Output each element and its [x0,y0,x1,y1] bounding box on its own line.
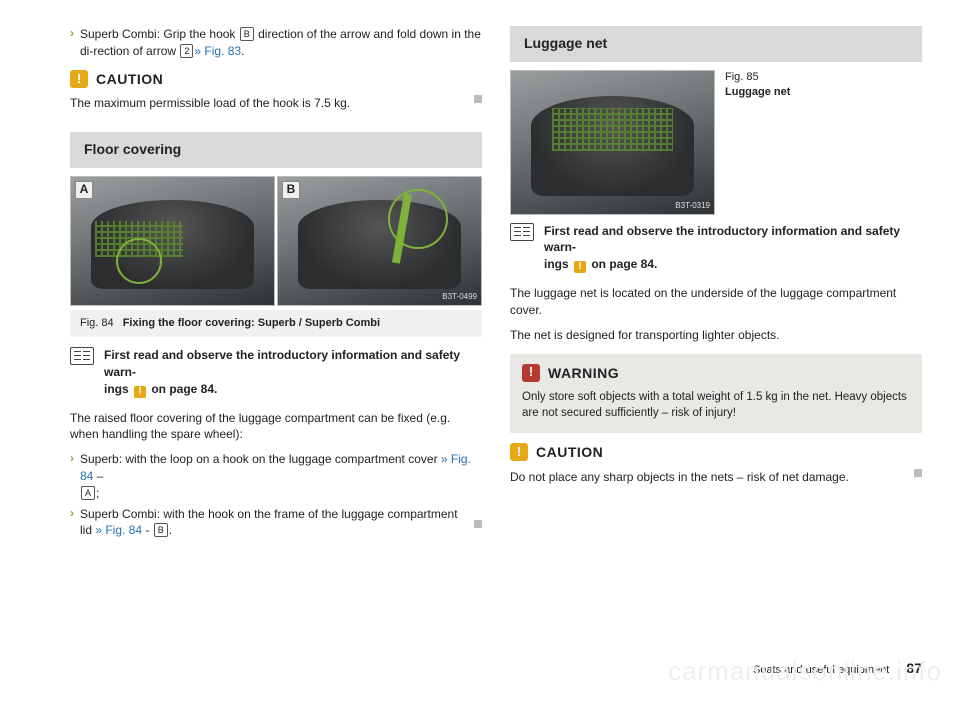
warning-title: WARNING [548,364,619,384]
figure-84-caption: Fig. 84 Fixing the floor covering: Super… [70,310,482,337]
ref-box-2: 2 [180,44,193,58]
book-icon [70,347,94,365]
figure-85-title: Luggage net [725,86,790,98]
figure-85-panel: B3T-0319 [510,70,715,215]
read-first-block: First read and observe the introductory … [70,347,482,398]
caution-callout-right: ! CAUTION [510,443,922,463]
caution-body-row: The maximum permissible load of the hook… [70,95,482,122]
figure-letter-a: A [75,181,93,199]
figure-code: B3T-0499 [442,291,477,302]
net-para1: The luggage net is located on the unders… [510,285,922,319]
warning-icon: ! [522,364,540,382]
bullet-superb-combi: › Superb Combi: with the hook on the fra… [70,506,482,540]
caution-icon: ! [70,70,88,88]
read-first-text: First read and observe the introductory … [104,347,482,398]
figure-84: A B B3T-0499 [70,176,482,306]
bullet-superb-text: Superb: with the loop on a hook on the l… [80,451,482,501]
xref-fig83[interactable]: » Fig. 83 [194,44,241,58]
ref-box-b2: B [154,523,168,537]
figure-85: B3T-0319 Fig. 85 Luggage net [510,70,922,215]
figure-84-panel-a: A [70,176,275,306]
right-column: Luggage net B3T-0319 Fig. 85 Luggage net… [510,26,922,543]
bullet-marker: › [70,451,74,501]
caution-body-right: Do not place any sharp objects in the ne… [510,469,908,486]
footer-section: Seats and useful equipment [753,664,889,676]
figure-85-number: Fig. 85 [725,70,922,85]
read-first-block-right: First read and observe the introductory … [510,223,922,274]
footer-page-number: 87 [906,660,922,676]
inline-warning-icon: ! [574,261,586,273]
figure-84-number: Fig. 84 [80,317,114,329]
page-footer: Seats and useful equipment 87 [753,659,922,679]
left-column: › Superb Combi: Grip the hook B directio… [70,26,482,543]
ref-box-b: B [240,27,254,41]
warning-body: Only store soft objects with a total wei… [522,389,910,421]
figure-85-label: Fig. 85 Luggage net [725,70,922,215]
warning-box: ! WARNING Only store soft objects with a… [510,354,922,434]
caution-title-right: CAUTION [536,443,603,463]
intro-bullet-text: Superb Combi: Grip the hook B direction … [80,26,482,60]
section-floor-covering: Floor covering [70,132,482,168]
caution-title: CAUTION [96,70,163,90]
read-first-text-right: First read and observe the introductory … [544,223,922,274]
caution-body: The maximum permissible load of the hook… [70,95,468,112]
end-marker-icon [474,520,482,528]
figure-84-title: Fixing the floor covering: Superb / Supe… [123,317,380,329]
ref-box-a: A [81,486,95,500]
end-marker-icon [474,95,482,103]
end-marker-icon [914,469,922,477]
floor-para: The raised floor covering of the luggage… [70,410,482,444]
caution-callout: ! CAUTION [70,70,482,90]
caution-body-row-right: Do not place any sharp objects in the ne… [510,469,922,496]
book-icon [510,223,534,241]
section-luggage-net: Luggage net [510,26,922,62]
bullet-superb-combi-text: Superb Combi: with the hook on the frame… [80,506,462,540]
figure-85-code: B3T-0319 [675,200,710,211]
bullet-marker: › [70,26,74,60]
bullet-marker: › [70,506,74,540]
caution-icon: ! [510,443,528,461]
figure-84-panel-b: B B3T-0499 [277,176,482,306]
net-para2: The net is designed for transporting lig… [510,327,922,344]
warning-callout: ! WARNING [522,364,910,384]
inline-warning-icon: ! [134,386,146,398]
figure-letter-b: B [282,181,300,199]
page: › Superb Combi: Grip the hook B directio… [0,0,960,583]
bullet-superb: › Superb: with the loop on a hook on the… [70,451,482,501]
intro-bullet: › Superb Combi: Grip the hook B directio… [70,26,482,60]
xref-fig84-b[interactable]: » Fig. 84 [95,523,142,537]
